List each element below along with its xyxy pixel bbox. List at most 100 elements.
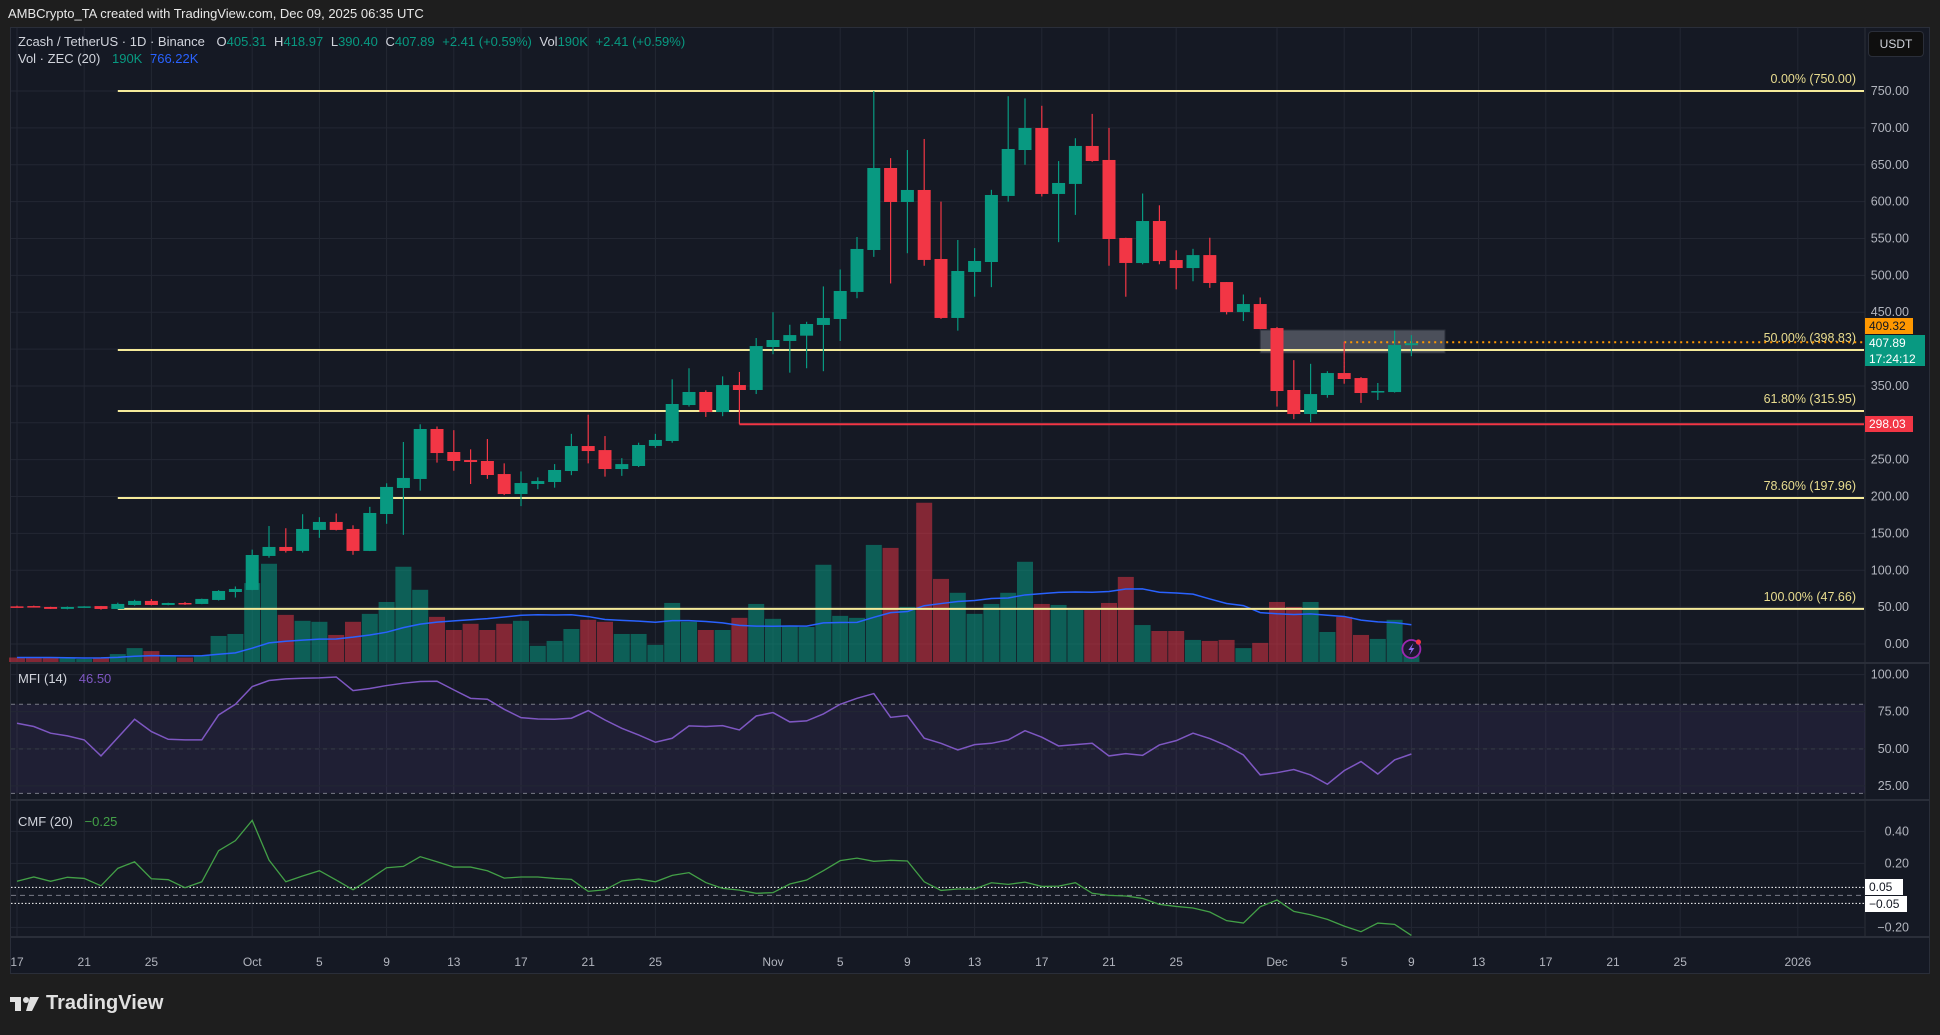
price-tick-label: 550.00 <box>1871 231 1909 245</box>
candle-body <box>1035 127 1049 194</box>
volume-bar <box>328 634 345 662</box>
candle-body <box>1001 148 1015 196</box>
candle-body <box>648 439 662 446</box>
candle-body <box>178 602 192 605</box>
volume-bar <box>630 633 647 662</box>
x-tick-label: 9 <box>383 955 390 969</box>
price-tick-label: 450.00 <box>1871 305 1909 319</box>
notification-dot <box>1415 639 1421 645</box>
candle-body <box>212 590 226 600</box>
volume-bar <box>1067 609 1084 662</box>
price-tick-label: 700.00 <box>1871 121 1909 135</box>
candle-body <box>128 600 142 605</box>
volume-legend[interactable]: Vol · ZEC (20) 190K 766.22K <box>18 51 202 66</box>
volume-bar <box>865 544 882 662</box>
volume-bar <box>647 644 664 662</box>
candle-body <box>514 483 528 495</box>
volume-bar <box>933 578 949 662</box>
volume-bar <box>1017 561 1033 662</box>
candle-body <box>1220 282 1234 313</box>
volume-bar <box>1050 604 1067 662</box>
volume-bar <box>143 651 160 662</box>
volume-bar <box>76 659 93 662</box>
volume-bar <box>1033 603 1050 662</box>
price-tick-label: 750.00 <box>1871 84 1909 98</box>
open-value: 405.31 <box>226 34 267 49</box>
volume-bar <box>1369 638 1386 662</box>
volume-legend-value: 190K <box>111 51 143 66</box>
volume-bar <box>748 603 765 662</box>
volume-bar <box>345 621 361 662</box>
alert-price-badge[interactable]: 409.32 <box>1865 318 1913 334</box>
lightning-icon[interactable] <box>1401 639 1422 659</box>
price-tick-label: 0.00 <box>1885 637 1909 651</box>
candle-body <box>1052 182 1066 194</box>
x-tick-label: 25 <box>145 955 159 969</box>
volume-ma-line <box>17 588 1412 659</box>
cmf-legend[interactable]: CMF (20) −0.25 <box>18 814 121 829</box>
candle-body <box>833 290 847 319</box>
candle-body <box>1186 255 1200 269</box>
fib-level-label: 50.00% (398.83) <box>1764 331 1856 345</box>
volume-bar <box>681 621 697 662</box>
candle-body <box>984 194 998 263</box>
candle-body <box>447 451 461 461</box>
candle-body <box>800 324 814 336</box>
mfi-legend-value: 46.50 <box>78 671 112 686</box>
candle-body <box>934 258 948 318</box>
candle-body <box>413 428 427 479</box>
volume-bar <box>177 657 193 662</box>
x-tick-label: 25 <box>1674 955 1688 969</box>
volume-bar <box>832 615 849 662</box>
candle-body <box>77 606 91 608</box>
mfi-tick-label: 25.00 <box>1878 779 1909 793</box>
candle-body <box>296 528 310 551</box>
candle-body <box>27 606 41 608</box>
currency-button[interactable]: USDT <box>1868 31 1924 57</box>
candle-body <box>1102 159 1116 240</box>
volume-bar <box>916 502 933 662</box>
candle-body <box>598 450 612 470</box>
x-tick-label: 21 <box>1102 955 1116 969</box>
cmf-legend-label: CMF (20) <box>18 814 73 829</box>
candle-body <box>262 546 276 556</box>
high-value: 418.97 <box>283 34 324 49</box>
volume-bar <box>1218 639 1235 662</box>
lightning-bolt <box>1408 643 1415 655</box>
symbol-legend[interactable]: Zcash / TetherUS · 1D · Binance O405.31 … <box>18 34 689 49</box>
candle-body <box>732 385 746 390</box>
volume-bar <box>597 621 613 662</box>
high-label: H <box>274 34 284 49</box>
last-price-value: 407.89 <box>1869 336 1906 350</box>
cmf-upper-badge: 0.05 <box>1865 879 1903 895</box>
volume-bar <box>1336 616 1353 662</box>
symbol-title[interactable]: Zcash / TetherUS · 1D · Binance <box>18 34 205 49</box>
candle-body <box>1085 145 1099 162</box>
candle-body <box>346 528 360 551</box>
candle-body <box>1287 389 1301 415</box>
vol-change: +2.41 (+0.59%) <box>595 34 686 49</box>
volume-bar <box>1269 601 1285 662</box>
x-tick-label: 13 <box>968 955 982 969</box>
volume-bar <box>210 635 227 662</box>
x-tick-label: 13 <box>447 955 461 969</box>
volume-bar <box>479 630 496 662</box>
candle-body <box>632 444 646 467</box>
last-price-badge: 407.89 17:24:12 <box>1865 335 1925 366</box>
x-tick-label: 25 <box>649 955 663 969</box>
tradingview-logo[interactable]: TradingView <box>10 992 163 1015</box>
volume-bar <box>462 623 479 662</box>
volume-legend-label: Vol · ZEC (20) <box>18 51 101 66</box>
volume-bar <box>1117 576 1134 662</box>
cmf-tick-label: 0.40 <box>1885 824 1909 838</box>
volume-ma-value: 766.22K <box>149 51 199 66</box>
mfi-legend[interactable]: MFI (14) 46.50 <box>18 671 115 686</box>
candle-body <box>850 248 864 292</box>
candle-body <box>161 602 175 605</box>
candle-body <box>464 460 478 463</box>
candle-body <box>44 606 58 609</box>
price-tick-label: 50.00 <box>1878 600 1909 614</box>
bar-countdown: 17:24:12 <box>1869 352 1916 366</box>
volume-bar <box>42 657 59 662</box>
